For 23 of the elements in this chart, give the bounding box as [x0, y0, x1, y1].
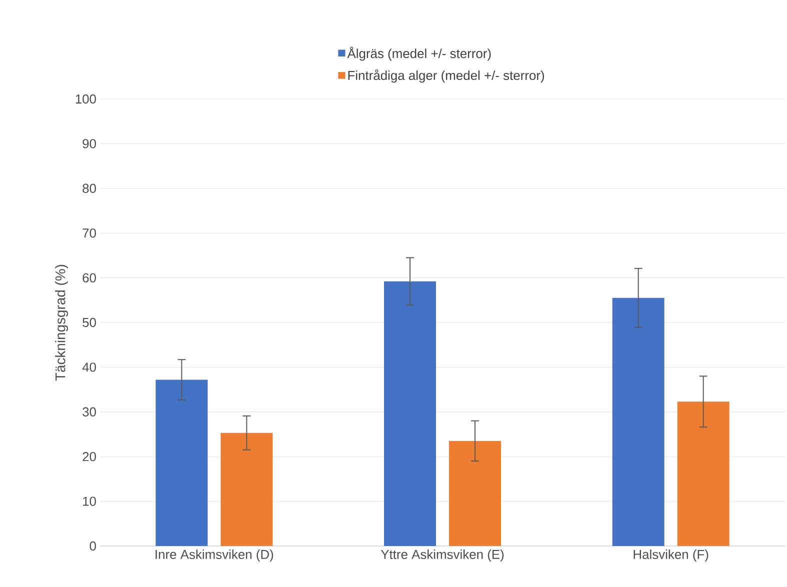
bar — [449, 440, 502, 546]
bar — [612, 298, 664, 546]
legend-label: Fintrådiga alger (medel +/- sterror) — [348, 69, 544, 83]
x-tick-label: Halsviken (F) — [634, 550, 708, 562]
y-tick-label: 20 — [82, 452, 96, 462]
y-tick-label: 80 — [82, 184, 96, 193]
y-tick-label: 10 — [83, 496, 96, 506]
x-tick-label: Yttre Askimsviken (E) — [380, 550, 504, 562]
x-tick-label: Inre Askimsviken (D) — [156, 550, 274, 562]
bar — [220, 432, 273, 546]
y-tick-label: 60 — [82, 273, 96, 282]
legend-label: Ålgräs (medel +/- sterror) — [347, 46, 491, 61]
y-tick-label: 0 — [90, 541, 96, 551]
y-tick-label: 30 — [82, 407, 96, 416]
y-tick-label: 90 — [82, 139, 96, 148]
y-tick-label: 40 — [82, 362, 96, 372]
bar — [677, 402, 730, 546]
y-axis-title: Täckningsgrad (%) — [55, 264, 68, 381]
bar — [384, 281, 436, 546]
bar — [156, 380, 208, 546]
y-tick-label: 50 — [82, 318, 96, 328]
y-tick-label: 100 — [76, 94, 96, 104]
y-tick-label: 70 — [82, 228, 96, 238]
